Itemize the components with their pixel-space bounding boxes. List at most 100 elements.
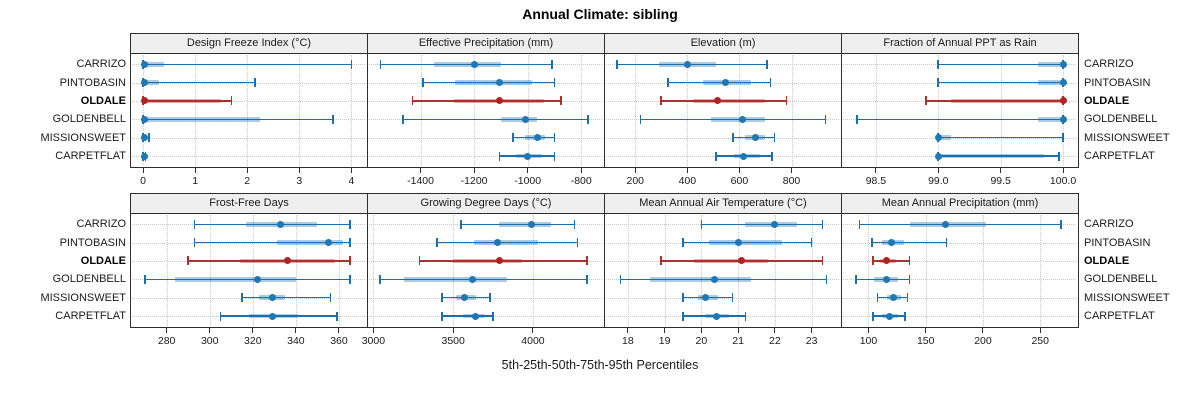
panel-strip-mean-annual-air-temperature-c: Mean Annual Air Temperature (°C) <box>604 193 842 214</box>
whisker-cap-5th <box>872 311 874 321</box>
percentile-whisker-5-95 <box>143 63 352 66</box>
gridline-horizontal <box>132 156 365 157</box>
whisker-cap-5th <box>418 256 421 266</box>
gridline-horizontal <box>843 316 1076 317</box>
axis-tick-label: 340 <box>287 335 305 347</box>
panel-elevation-m <box>604 53 842 168</box>
axis-tick-label: 4 <box>348 175 355 187</box>
axis-tick <box>452 328 454 333</box>
whisker-cap-5th <box>187 256 189 266</box>
panel-strip-frost-free-days: Frost-Free Days <box>130 193 368 214</box>
whisker-cap-95th <box>147 133 150 143</box>
axis-tick <box>298 168 300 173</box>
gridline-horizontal <box>132 137 365 139</box>
median-dot <box>885 312 893 320</box>
site-label-right-carpetflat: CARPETFLAT <box>1084 150 1155 162</box>
panel-mean-annual-precipitation-mm <box>841 213 1079 328</box>
whisker-cap-5th <box>871 238 873 248</box>
percentile-whisker-5-95 <box>461 223 575 226</box>
whisker-cap-5th <box>436 238 439 248</box>
gridline-vertical <box>420 55 422 165</box>
percentile-whisker-5-95 <box>873 260 910 262</box>
axis-tick <box>350 168 352 173</box>
gridline-vertical <box>687 55 689 165</box>
axis-tick <box>1039 328 1041 333</box>
site-label-left-carrizo: CARRIZO <box>76 218 127 231</box>
whisker-cap-95th <box>824 114 827 124</box>
site-label-left-oldale: OLDALE <box>80 254 126 267</box>
axis-tick-label: 21 <box>732 335 744 347</box>
percentile-whisker-5-95 <box>143 118 334 121</box>
median-dot <box>739 152 747 160</box>
median-dot <box>771 220 779 228</box>
whisker-cap-5th <box>619 274 622 284</box>
axis-tick-label: -1200 <box>460 175 488 187</box>
whisker-cap-5th <box>411 96 414 106</box>
whisker-cap-95th <box>904 311 906 321</box>
gridline-vertical <box>938 55 940 165</box>
whisker-cap-95th <box>810 238 813 248</box>
axis-tick-label: -1000 <box>514 175 542 187</box>
median-dot <box>934 152 942 160</box>
panel-design-freeze-index-c <box>130 53 368 168</box>
axis-caption: 5th-25th-50th-75th-95th Percentiles <box>501 358 699 372</box>
axis-tick-label: 200 <box>974 335 992 347</box>
axis-tick-label: 3500 <box>441 335 465 347</box>
median-dot <box>496 79 504 87</box>
percentile-whisker-5-95 <box>617 63 767 66</box>
whisker-cap-95th <box>945 238 948 248</box>
median-dot <box>721 79 729 87</box>
median-dot <box>140 97 148 105</box>
axis-tick <box>338 328 340 333</box>
median-dot <box>494 239 502 247</box>
axis-tick <box>532 328 534 333</box>
percentile-whisker-5-95 <box>412 100 562 102</box>
gridline-vertical <box>868 215 870 325</box>
axis-tick <box>580 168 582 173</box>
whisker-cap-5th <box>616 59 618 69</box>
chart-title: Annual Climate: sibling <box>522 6 678 22</box>
axis-tick-label: 3 <box>296 175 303 187</box>
site-label-right-goldenbell: GOLDENBELL <box>1084 273 1158 286</box>
whisker-cap-95th <box>329 293 332 303</box>
whisker-cap-5th <box>193 238 196 248</box>
axis-tick-label: 4000 <box>521 335 545 347</box>
percentile-whisker-5-95 <box>667 81 771 84</box>
panel-strip-design-freeze-index-c: Design Freeze Index (°C) <box>130 33 368 54</box>
gridline-vertical <box>373 215 375 325</box>
median-dot <box>470 60 478 68</box>
whisker-cap-95th <box>348 219 351 229</box>
whisker-cap-5th <box>876 293 879 303</box>
gridline-vertical <box>295 215 297 325</box>
gridline-horizontal <box>132 100 365 102</box>
whisker-cap-95th <box>553 133 556 143</box>
gridline-vertical <box>738 215 740 325</box>
axis-tick-label: 23 <box>805 335 818 347</box>
axis-tick-label: 19 <box>658 335 671 347</box>
gridline-vertical <box>1063 55 1065 165</box>
whisker-cap-95th <box>350 59 353 69</box>
axis-tick-label: 400 <box>678 175 697 187</box>
gridline-vertical <box>299 55 301 165</box>
percentile-whisker-5-95 <box>145 278 350 281</box>
whisker-cap-95th <box>550 59 553 69</box>
gridline-vertical <box>474 55 476 165</box>
whisker-cap-5th <box>660 96 663 106</box>
whisker-cap-95th <box>348 238 351 248</box>
whisker-cap-5th <box>660 256 662 266</box>
percentile-whisker-5-95 <box>194 223 350 226</box>
median-dot <box>324 239 332 247</box>
site-label-right-carrizo: CARRIZO <box>1084 218 1134 231</box>
median-dot <box>524 152 532 160</box>
axis-tick <box>1000 168 1002 173</box>
whisker-cap-95th <box>765 59 768 69</box>
axis-tick-label: 0 <box>140 175 146 187</box>
percentile-whisker-5-95 <box>423 81 555 84</box>
gridline-vertical <box>982 215 984 325</box>
axis-tick <box>738 168 740 173</box>
median-dot <box>496 97 504 105</box>
whisker-cap-95th <box>771 151 773 161</box>
whisker-cap-5th <box>937 59 940 69</box>
percentile-whisker-5-95 <box>380 63 552 66</box>
